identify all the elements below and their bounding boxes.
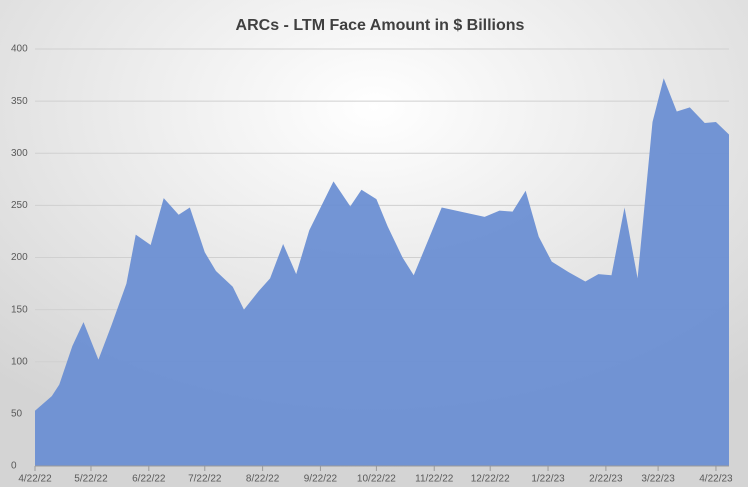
y-tick-label: 50 — [11, 409, 23, 420]
x-tick-label: 2/22/23 — [589, 474, 623, 485]
y-tick-label: 0 — [11, 461, 17, 472]
x-tick-label: 5/22/22 — [74, 474, 108, 485]
x-tick-label: 3/22/23 — [641, 474, 675, 485]
x-tick-label: 8/22/22 — [246, 474, 280, 485]
x-tick-label: 4/22/23 — [699, 474, 733, 485]
chart-title: ARCs - LTM Face Amount in $ Billions — [236, 17, 525, 34]
x-tick-label: 9/22/22 — [304, 474, 338, 485]
y-tick-label: 200 — [11, 252, 28, 263]
x-tick-label: 7/22/22 — [188, 474, 222, 485]
y-tick-label: 300 — [11, 148, 28, 159]
x-tick-label: 1/22/23 — [531, 474, 565, 485]
y-tick-label: 400 — [11, 44, 28, 55]
y-tick-label: 100 — [11, 356, 28, 367]
y-tick-label: 150 — [11, 304, 28, 315]
x-tick-label: 6/22/22 — [132, 474, 166, 485]
x-tick-label: 12/22/22 — [471, 474, 510, 485]
x-tick-label: 11/22/22 — [415, 474, 454, 485]
x-tick-label: 10/22/22 — [357, 474, 396, 485]
y-tick-label: 250 — [11, 200, 28, 211]
area — [35, 78, 729, 466]
x-tick-label: 4/22/22 — [18, 474, 52, 485]
y-tick-label: 350 — [11, 96, 28, 107]
